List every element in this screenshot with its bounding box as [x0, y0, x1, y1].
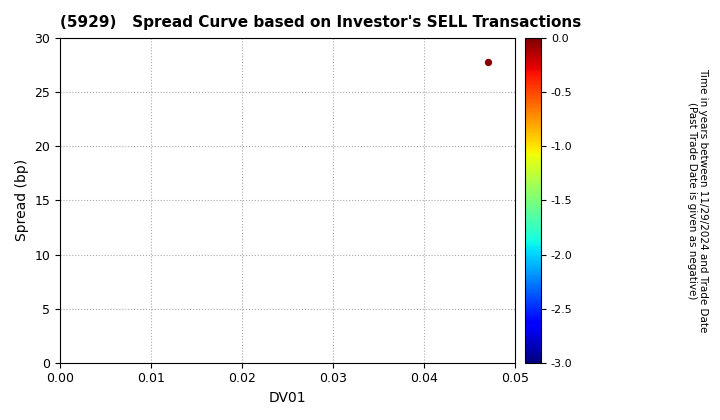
Point: [482, 58, 493, 65]
Y-axis label: Time in years between 11/29/2024 and Trade Date
(Past Trade Date is given as neg: Time in years between 11/29/2024 and Tra…: [687, 68, 708, 333]
Y-axis label: Spread (bp): Spread (bp): [15, 159, 29, 242]
X-axis label: DV01: DV01: [269, 391, 307, 405]
Text: (5929)   Spread Curve based on Investor's SELL Transactions: (5929) Spread Curve based on Investor's …: [60, 15, 582, 30]
